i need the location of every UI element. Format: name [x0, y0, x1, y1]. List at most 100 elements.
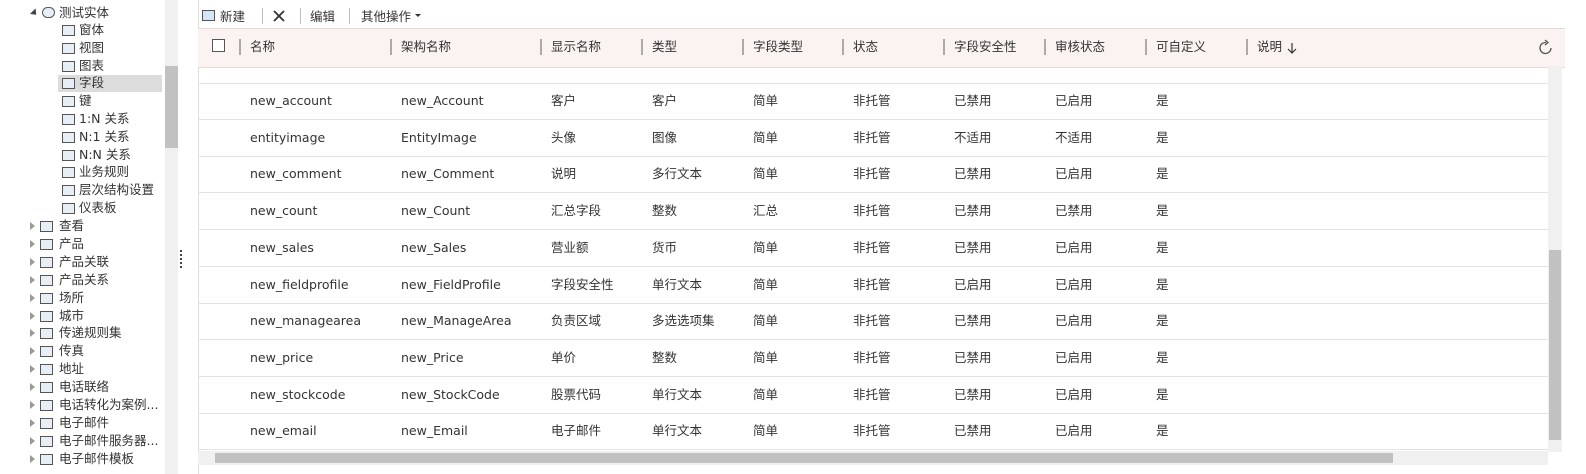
cell: new_Account [401, 93, 484, 108]
column-header[interactable]: 架构名称 [401, 39, 452, 54]
column-divider [540, 39, 542, 55]
column-divider [842, 39, 844, 55]
cell: 已禁用 [954, 423, 992, 439]
tree-child[interactable]: 键 [79, 93, 92, 109]
cell: 非托管 [853, 203, 891, 219]
tree-item[interactable]: 电子邮件模板 [59, 450, 135, 466]
nav-scroll-thumb[interactable] [165, 66, 178, 148]
column-header[interactable]: 类型 [652, 39, 678, 54]
column-header[interactable]: 状态 [853, 39, 879, 54]
grid-vscroll-thumb[interactable] [1549, 250, 1561, 440]
tree-item[interactable]: 场所 [59, 289, 85, 305]
node-icon [40, 274, 53, 286]
expand-toggle[interactable] [30, 329, 35, 338]
cell: new_comment [250, 166, 342, 182]
expand-toggle[interactable] [30, 436, 35, 445]
expand-toggle[interactable] [30, 454, 35, 463]
grid-hscroll-thumb[interactable] [215, 453, 1393, 463]
expand-toggle[interactable] [30, 418, 35, 427]
delete-button[interactable] [272, 9, 286, 23]
tree-child[interactable]: 层次结构设置 [79, 182, 155, 198]
tree-item[interactable]: 电子邮件 [59, 414, 110, 430]
cell: 已启用 [954, 276, 992, 292]
tree-item[interactable]: 电话转化为案例... [59, 397, 159, 412]
row-divider [198, 229, 1548, 231]
row-divider [198, 449, 1548, 451]
node-icon [40, 346, 53, 358]
tree-child[interactable]: 窗体 [79, 22, 105, 37]
tree-item[interactable]: 电子邮件服务器... [59, 432, 159, 448]
new-button[interactable]: 新建 [220, 9, 246, 24]
node-icon [62, 96, 75, 108]
expand-toggle[interactable] [30, 401, 35, 409]
expand-toggle[interactable] [30, 257, 35, 266]
expand-toggle[interactable] [30, 239, 35, 248]
expand-toggle[interactable] [30, 222, 35, 230]
cell: 已启用 [1055, 349, 1093, 365]
cell: 是 [1156, 93, 1169, 108]
tree-item[interactable]: 传真 [59, 343, 85, 359]
column-header[interactable]: 审核状态 [1055, 39, 1106, 54]
expand-toggle[interactable] [30, 347, 35, 356]
column-header[interactable]: 字段安全性 [954, 39, 1017, 54]
row-divider [198, 83, 1548, 84]
tree-child[interactable]: 图表 [79, 57, 105, 73]
cell: new_fieldprofile [250, 276, 349, 292]
refresh-button[interactable] [1537, 39, 1555, 57]
node-icon [40, 382, 53, 394]
expand-toggle[interactable] [30, 383, 35, 392]
cell: 简单 [753, 166, 779, 182]
tree-item[interactable]: 产品关系 [59, 271, 110, 287]
row-divider [198, 265, 1548, 267]
column-divider [1044, 39, 1046, 55]
cell: 非托管 [853, 276, 891, 292]
tree-child[interactable]: 视图 [79, 39, 105, 55]
tree-item[interactable]: 地址 [59, 361, 85, 377]
tree-child[interactable]: 业务规则 [79, 164, 130, 180]
cell: 已禁用 [954, 386, 992, 402]
grid-header [198, 28, 1565, 68]
tree-item[interactable]: 电话联络 [59, 379, 110, 395]
column-divider [390, 39, 392, 55]
more-actions[interactable]: 其他操作 [361, 9, 412, 24]
tree-child[interactable]: 1:N 关系 [79, 111, 130, 126]
node-icon [40, 435, 53, 447]
tree-item[interactable]: 产品关联 [59, 253, 110, 269]
node-icon [62, 149, 75, 161]
cell: EntityImage [401, 129, 477, 145]
cell: 已启用 [1055, 93, 1093, 108]
tree-item[interactable]: 传递规则集 [59, 325, 122, 341]
cell: new_Price [401, 349, 464, 365]
column-header[interactable]: 说明 [1257, 39, 1283, 54]
edit-button[interactable]: 编辑 [310, 9, 336, 24]
cell: 简单 [753, 129, 779, 145]
tree-item[interactable]: 查看 [59, 218, 85, 233]
column-header[interactable]: 名称 [250, 39, 276, 54]
select-all-checkbox[interactable] [212, 39, 225, 52]
expand-toggle[interactable] [30, 311, 35, 320]
entity-icon [42, 7, 55, 18]
column-header[interactable]: 可自定义 [1156, 39, 1207, 54]
tree-child[interactable]: 仪表板 [79, 200, 117, 215]
cell: 已启用 [1055, 313, 1093, 329]
column-header[interactable]: 字段类型 [753, 39, 804, 54]
column-header[interactable]: 显示名称 [551, 39, 602, 54]
tree-item[interactable]: 城市 [59, 307, 85, 323]
tree-entity[interactable]: 测试实体 [59, 5, 110, 20]
splitter[interactable] [180, 250, 186, 268]
cell: 是 [1156, 203, 1169, 219]
toolbar-divider [300, 8, 301, 24]
expand-toggle[interactable] [30, 365, 35, 374]
tree-child[interactable]: 字段 [79, 75, 105, 91]
node-icon [62, 78, 75, 90]
expand-toggle[interactable] [30, 293, 35, 302]
tree-child[interactable]: N:N 关系 [79, 146, 131, 162]
expand-toggle[interactable] [30, 275, 35, 284]
tree-item[interactable]: 产品 [59, 235, 85, 251]
cell: 单价 [551, 349, 577, 365]
node-icon [40, 364, 53, 376]
tree-child[interactable]: N:1 关系 [79, 128, 130, 144]
column-divider [1145, 39, 1147, 55]
cell: entityimage [250, 129, 326, 145]
